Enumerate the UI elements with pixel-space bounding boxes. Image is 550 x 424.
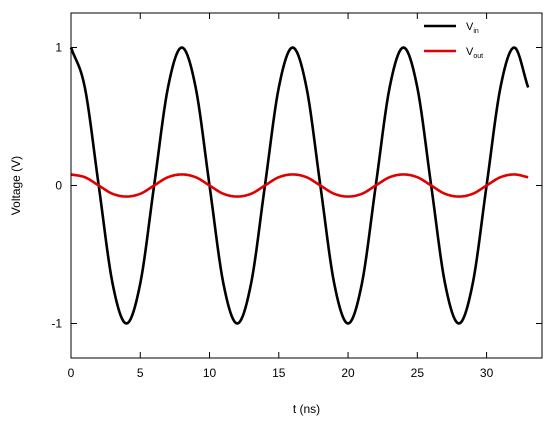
x-tick-label: 30 [480, 366, 494, 380]
x-tick-label: 25 [411, 366, 425, 380]
y-axis-title: Voltage (V) [9, 156, 23, 215]
legend-label: Vin [466, 21, 479, 35]
x-tick-label: 5 [137, 366, 144, 380]
x-tick-label: 0 [68, 366, 75, 380]
x-tick-label: 10 [203, 366, 217, 380]
series-line-vin [69, 46, 530, 325]
legend-label-subscript: in [473, 28, 479, 35]
legend-label-main: V [466, 21, 474, 33]
axis-ticks [70, 13, 542, 358]
legend-label-subscript: out [473, 53, 483, 60]
legend-label: Vout [466, 46, 483, 60]
y-tick-label: 0 [55, 179, 62, 193]
legend-label-main: V [466, 46, 474, 58]
y-tick-label: -1 [51, 317, 62, 331]
x-axis-title: t (ns) [293, 402, 320, 416]
x-tick-label: 20 [341, 366, 355, 380]
series-line-vout [70, 173, 529, 198]
plot-lines [69, 46, 530, 325]
x-tick-label: 15 [272, 366, 286, 380]
y-tick-label: 1 [55, 41, 62, 55]
plot-frame [70, 12, 543, 359]
